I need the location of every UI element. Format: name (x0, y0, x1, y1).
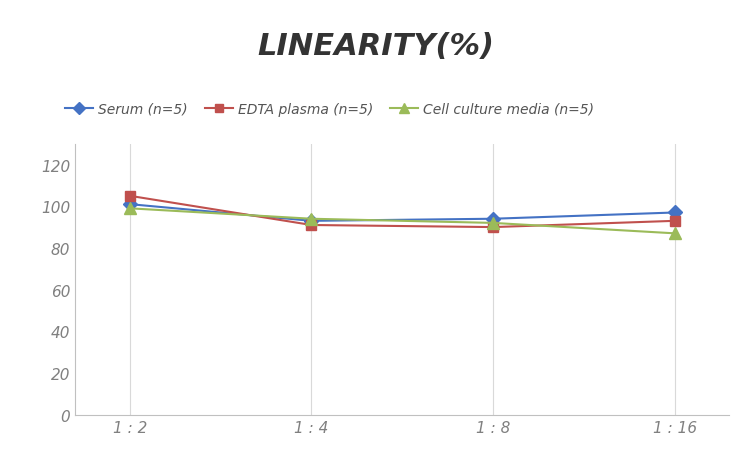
Line: Serum (n=5): Serum (n=5) (125, 200, 680, 226)
Line: EDTA plasma (n=5): EDTA plasma (n=5) (125, 192, 680, 232)
EDTA plasma (n=5) (307, 223, 316, 228)
Legend: Serum (n=5), EDTA plasma (n=5), Cell culture media (n=5): Serum (n=5), EDTA plasma (n=5), Cell cul… (59, 97, 600, 122)
Serum (n=5) (307, 219, 316, 224)
Serum (n=5) (125, 202, 134, 207)
Cell culture media (n=5) (125, 206, 134, 212)
Cell culture media (n=5) (489, 221, 498, 226)
EDTA plasma (n=5) (489, 225, 498, 230)
EDTA plasma (n=5) (125, 193, 134, 199)
Serum (n=5) (489, 216, 498, 222)
Cell culture media (n=5) (307, 216, 316, 222)
Text: LINEARITY(%): LINEARITY(%) (257, 32, 495, 60)
Line: Cell culture media (n=5): Cell culture media (n=5) (124, 203, 681, 239)
EDTA plasma (n=5) (671, 219, 680, 224)
Serum (n=5) (671, 210, 680, 216)
Cell culture media (n=5) (671, 231, 680, 236)
